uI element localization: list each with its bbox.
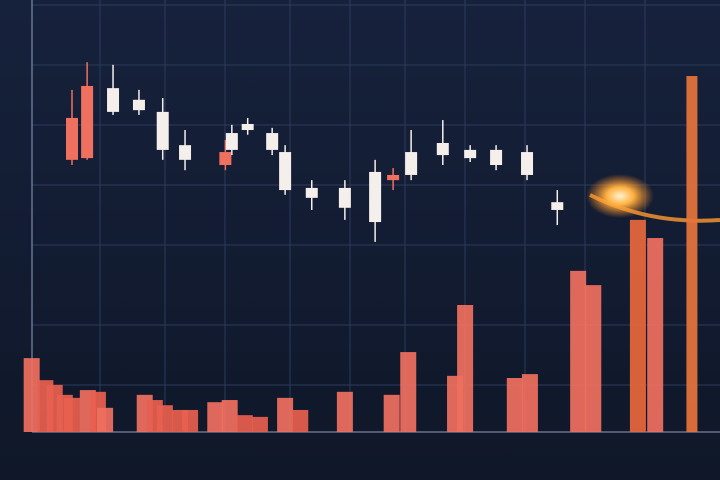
candle-body [551,202,564,210]
volume-bar [207,402,224,432]
candle-body [266,133,279,150]
candle-body [436,142,449,156]
volume-bar [97,407,114,432]
candle-body [464,149,477,159]
volume-bar [182,409,199,432]
volume-bar [221,400,238,432]
volume-bar [506,378,523,432]
volume-bar [236,415,253,432]
volume-bar [457,304,474,432]
volume-bar [292,409,309,432]
plot [23,62,698,433]
candle-body [369,171,382,223]
volume-bar [521,374,538,432]
candle-body [225,133,238,150]
volume-bar [277,397,294,432]
volume-bar [570,270,587,432]
candle-body [405,152,418,175]
volume-bar [686,76,698,433]
volume-bar [383,394,400,432]
candle-body [107,88,120,112]
volume-bar [585,285,602,432]
grid [32,0,720,432]
candle-body [338,187,351,208]
candle-body [305,187,318,198]
candle-body [490,149,503,166]
candle-body [156,111,169,150]
candle-body [179,145,192,160]
candle-body [132,99,145,111]
candle-body [66,117,78,160]
volume-bar [23,358,40,432]
candle-body [219,152,232,166]
volume-bar [64,397,80,432]
candle-body [521,152,534,175]
candle-body [387,174,400,181]
candle-body [279,152,292,191]
volume-bar [156,405,173,432]
candle-body [81,85,94,159]
volume-bar [336,391,353,432]
volume-bar [251,416,268,432]
volume-bar [629,219,646,432]
glow [586,174,654,218]
candle-body [241,123,254,131]
volume-bar [647,238,664,432]
volume-bar [400,352,417,432]
